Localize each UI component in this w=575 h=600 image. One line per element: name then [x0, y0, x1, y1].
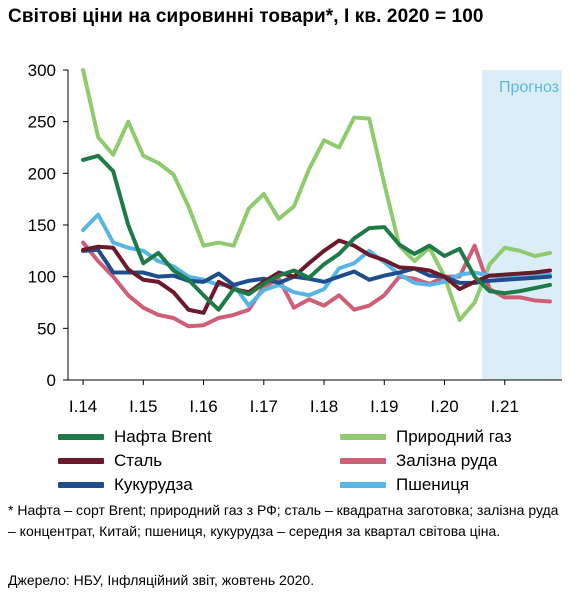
y-tick-label: 200 — [28, 164, 56, 183]
legend-label-iron-ore: Залізна руда — [396, 451, 498, 470]
y-tick-label: 150 — [28, 216, 56, 235]
legend-item-wheat: Пшениця — [340, 475, 469, 495]
x-tick-label: I.16 — [189, 397, 217, 416]
forecast-label: Прогноз — [499, 79, 559, 96]
y-tick-label: 100 — [28, 268, 56, 287]
legend-label-wheat: Пшениця — [396, 475, 470, 494]
y-tick-label: 300 — [28, 61, 56, 80]
x-tick-label: I.17 — [250, 397, 278, 416]
x-tick-label: I.15 — [129, 397, 157, 416]
legend-swatch-corn — [58, 482, 104, 488]
legend-item-corn: Кукурудза — [58, 475, 193, 495]
y-tick-label: 50 — [37, 319, 56, 338]
source-note: Джерело: НБУ, Інфляційний звіт, жовтень … — [8, 572, 315, 588]
legend-item-brent: Нафта Brent — [58, 427, 212, 447]
x-tick-label: I.20 — [430, 397, 458, 416]
y-tick-label: 250 — [28, 113, 56, 132]
legend-label-corn: Кукурудза — [114, 475, 193, 494]
legend-swatch-gas — [340, 434, 386, 440]
legend-item-iron-ore: Залізна руда — [340, 451, 497, 471]
series-line-iron-ore — [81, 240, 552, 329]
legend-label-steel: Сталь — [114, 451, 163, 470]
series-line-gas — [81, 68, 552, 323]
footnote: * Нафта – сорт Brent; природний газ з РФ… — [8, 502, 559, 539]
legend-swatch-steel — [58, 458, 104, 464]
legend-label-brent: Нафта Brent — [114, 427, 212, 446]
legend-swatch-brent — [58, 434, 104, 440]
legend-label-gas: Природний газ — [396, 427, 512, 446]
x-tick-label: I.21 — [491, 397, 519, 416]
legend-swatch-wheat — [340, 482, 386, 488]
series-line-brent — [81, 153, 552, 312]
series-line-steel — [81, 238, 552, 315]
legend-item-steel: Сталь — [58, 451, 162, 471]
y-tick-label: 0 — [47, 371, 56, 390]
legend-swatch-iron-ore — [340, 458, 386, 464]
x-tick-label: I.14 — [69, 397, 97, 416]
x-tick-label: I.18 — [310, 397, 338, 416]
legend-item-gas: Природний газ — [340, 427, 512, 447]
chart-title: Світові ціни на сировинні товари*, I кв.… — [8, 6, 484, 27]
commodity-price-chart: Прогноз 0 50 100 150 200 250 300 I.14 I.15 I.16 I.1… — [28, 61, 562, 416]
x-tick-label: I.19 — [370, 397, 398, 416]
forecast-region — [482, 70, 562, 380]
